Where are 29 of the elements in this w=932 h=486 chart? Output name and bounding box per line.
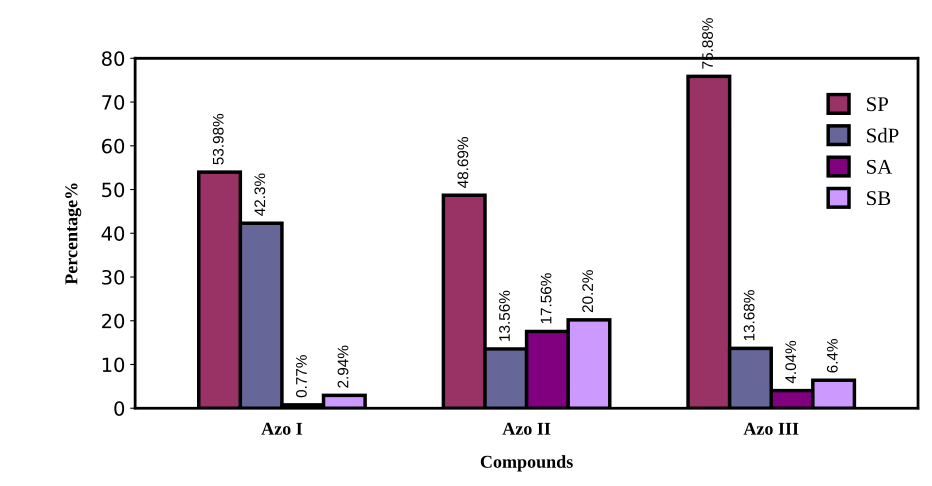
data-label: 20.2% [582, 270, 594, 312]
y-tick-label: 0 [114, 401, 124, 416]
y-axis-title: Percentage% [65, 184, 82, 284]
y-tick-label: 70 [102, 95, 124, 110]
data-label: 17.56% [540, 273, 552, 324]
legend-label: SB [867, 191, 890, 206]
x-axis-title: Compounds [480, 455, 573, 472]
data-label: 13.68% [744, 290, 755, 340]
y-tick-label: 30 [102, 270, 124, 285]
y-tick-label: 40 [102, 226, 124, 241]
data-label: 0.77% [296, 355, 307, 398]
x-tick-label: Azo I [261, 422, 302, 435]
y-tick-label: 50 [102, 182, 124, 198]
y-tick-label: 80 [102, 51, 124, 66]
data-label: 48.69% [457, 137, 468, 188]
data-label: 2.94% [338, 346, 348, 388]
y-tick-label: 10 [102, 357, 124, 372]
data-label: 6.4% [826, 339, 838, 373]
legend-label: SP [867, 97, 888, 112]
legend-label: SdP [867, 128, 898, 143]
x-tick-label: Azo II [502, 422, 550, 435]
y-tick-label: 20 [102, 314, 124, 328]
x-tick-label: Azo III [744, 422, 798, 435]
data-label: 13.56% [499, 290, 510, 341]
data-label: 4.04% [785, 340, 796, 384]
data-label: 42.3% [254, 174, 266, 216]
legend-label: SA [867, 160, 892, 174]
data-label: 53.98% [212, 114, 224, 165]
y-tick-label: 60 [102, 138, 124, 154]
